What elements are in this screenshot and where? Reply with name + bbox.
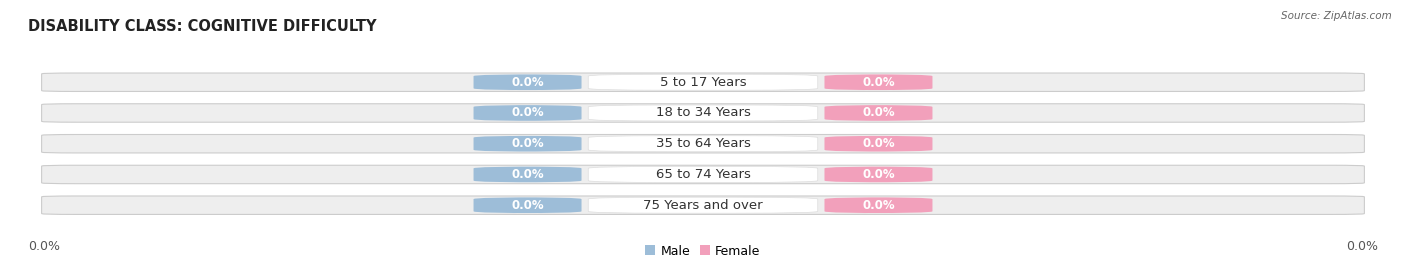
Text: 0.0%: 0.0% bbox=[862, 168, 894, 181]
Text: Source: ZipAtlas.com: Source: ZipAtlas.com bbox=[1281, 11, 1392, 21]
FancyBboxPatch shape bbox=[474, 105, 582, 121]
FancyBboxPatch shape bbox=[42, 134, 1364, 153]
Text: 0.0%: 0.0% bbox=[512, 76, 544, 89]
Text: DISABILITY CLASS: COGNITIVE DIFFICULTY: DISABILITY CLASS: COGNITIVE DIFFICULTY bbox=[28, 19, 377, 34]
Legend: Male, Female: Male, Female bbox=[641, 239, 765, 263]
FancyBboxPatch shape bbox=[474, 136, 582, 152]
Text: 0.0%: 0.0% bbox=[28, 240, 60, 253]
Text: 0.0%: 0.0% bbox=[1346, 240, 1378, 253]
Text: 0.0%: 0.0% bbox=[862, 76, 894, 89]
FancyBboxPatch shape bbox=[42, 104, 1364, 122]
Text: 0.0%: 0.0% bbox=[512, 137, 544, 150]
FancyBboxPatch shape bbox=[42, 196, 1364, 214]
Text: 0.0%: 0.0% bbox=[512, 199, 544, 212]
FancyBboxPatch shape bbox=[588, 167, 818, 182]
FancyBboxPatch shape bbox=[42, 165, 1364, 184]
FancyBboxPatch shape bbox=[588, 197, 818, 213]
Text: 5 to 17 Years: 5 to 17 Years bbox=[659, 76, 747, 89]
Text: 18 to 34 Years: 18 to 34 Years bbox=[655, 107, 751, 119]
FancyBboxPatch shape bbox=[588, 74, 818, 90]
Text: 65 to 74 Years: 65 to 74 Years bbox=[655, 168, 751, 181]
FancyBboxPatch shape bbox=[474, 74, 582, 90]
Text: 35 to 64 Years: 35 to 64 Years bbox=[655, 137, 751, 150]
FancyBboxPatch shape bbox=[824, 105, 932, 121]
Text: 0.0%: 0.0% bbox=[862, 199, 894, 212]
Text: 75 Years and over: 75 Years and over bbox=[643, 199, 763, 212]
Text: 0.0%: 0.0% bbox=[862, 137, 894, 150]
Text: 0.0%: 0.0% bbox=[512, 107, 544, 119]
FancyBboxPatch shape bbox=[474, 167, 582, 182]
FancyBboxPatch shape bbox=[588, 136, 818, 152]
FancyBboxPatch shape bbox=[824, 197, 932, 213]
FancyBboxPatch shape bbox=[42, 73, 1364, 91]
FancyBboxPatch shape bbox=[824, 74, 932, 90]
FancyBboxPatch shape bbox=[824, 167, 932, 182]
Text: 0.0%: 0.0% bbox=[512, 168, 544, 181]
Text: 0.0%: 0.0% bbox=[862, 107, 894, 119]
FancyBboxPatch shape bbox=[824, 136, 932, 152]
FancyBboxPatch shape bbox=[588, 105, 818, 121]
FancyBboxPatch shape bbox=[474, 197, 582, 213]
